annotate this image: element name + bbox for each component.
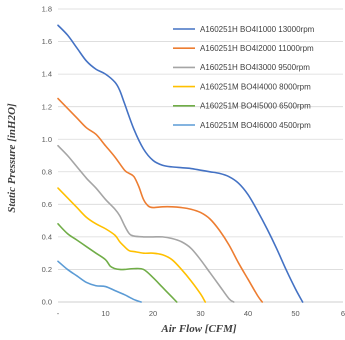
series-line-5 bbox=[57, 223, 178, 303]
y-tick-label: 0.4 bbox=[42, 232, 52, 241]
series-line-2 bbox=[57, 97, 264, 303]
y-tick-label: 1.0 bbox=[42, 135, 52, 144]
x-axis-title: Air Flow [CFM] bbox=[160, 323, 237, 335]
y-tick-label: 0.8 bbox=[42, 167, 52, 176]
legend: A160251H BO4I1000 13000rpm A160251H BO4I2… bbox=[173, 25, 315, 130]
x-tick-label: 40 bbox=[244, 309, 252, 318]
x-tick-label: 50 bbox=[291, 309, 299, 318]
y-tick-label: 1.6 bbox=[42, 37, 52, 46]
series-line-3 bbox=[57, 144, 235, 303]
y-tick-label: 0.2 bbox=[42, 265, 52, 274]
legend-label: A160251M BO4I5000 6500rpm bbox=[200, 102, 311, 111]
series-line-1 bbox=[57, 24, 304, 303]
y-tick-labels: 0.0 0.2 0.4 0.6 0.8 1.0 1.2 1.4 1.6 1.8 bbox=[42, 5, 52, 307]
series-line-6 bbox=[57, 260, 142, 303]
series-lines bbox=[57, 24, 304, 303]
y-tick-label: 1.4 bbox=[42, 70, 52, 79]
y-axis-title: Static Pressure [inH2O] bbox=[6, 103, 18, 213]
legend-label: A160251H BO4I2000 11000rpm bbox=[200, 44, 314, 53]
gridlines bbox=[58, 8, 343, 303]
legend-label: A160251H BO4I3000 9500rpm bbox=[200, 63, 310, 72]
x-tick-label: 6 bbox=[341, 309, 345, 318]
x-tick-label: 20 bbox=[149, 309, 157, 318]
y-tick-label: 0.6 bbox=[42, 200, 52, 209]
x-tick-label: - bbox=[57, 309, 60, 318]
y-tick-label: 0.0 bbox=[42, 298, 52, 307]
x-tick-label: 10 bbox=[101, 309, 109, 318]
series-line-4 bbox=[57, 187, 207, 303]
y-tick-label: 1.8 bbox=[42, 5, 52, 14]
legend-label: A160251M BO4I6000 4500rpm bbox=[200, 121, 311, 130]
x-tick-labels: - 10 20 30 40 50 6 bbox=[57, 309, 345, 318]
legend-label: A160251H BO4I1000 13000rpm bbox=[200, 25, 315, 34]
legend-label: A160251M BO4I4000 8000rpm bbox=[200, 82, 311, 91]
y-tick-label: 1.2 bbox=[42, 102, 52, 111]
x-tick-label: 30 bbox=[196, 309, 204, 318]
